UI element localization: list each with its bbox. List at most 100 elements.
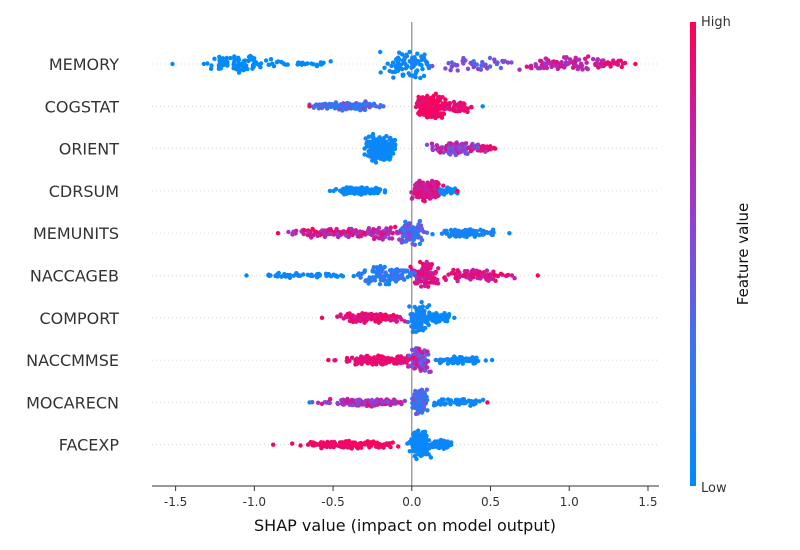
shap-point bbox=[382, 264, 387, 270]
shap-point bbox=[426, 438, 432, 443]
shap-point bbox=[528, 65, 533, 70]
shap-point bbox=[410, 329, 415, 335]
shap-point bbox=[417, 391, 423, 396]
colorbar bbox=[690, 22, 696, 486]
shap-point bbox=[465, 66, 471, 72]
shap-point bbox=[498, 271, 504, 276]
shap-point bbox=[335, 400, 340, 406]
shap-point bbox=[465, 109, 470, 115]
shap-point bbox=[382, 65, 387, 71]
shap-point bbox=[598, 61, 603, 66]
shap-point bbox=[363, 278, 369, 283]
shap-point bbox=[430, 63, 435, 69]
shap-point bbox=[413, 234, 418, 240]
shap-point bbox=[378, 49, 383, 55]
shap-point bbox=[415, 310, 421, 315]
shap-point bbox=[535, 273, 540, 278]
shap-point bbox=[402, 319, 407, 324]
shap-point bbox=[325, 102, 330, 108]
shap-point bbox=[407, 271, 413, 276]
shap-point bbox=[306, 230, 311, 235]
shap-point bbox=[365, 402, 370, 407]
shap-point bbox=[217, 58, 222, 63]
shap-point bbox=[377, 136, 382, 141]
shap-point bbox=[411, 397, 416, 402]
shap-point bbox=[327, 188, 333, 194]
shap-point bbox=[399, 240, 404, 245]
shap-point bbox=[402, 398, 407, 404]
colorbar-high-label: High bbox=[701, 15, 731, 30]
shap-point bbox=[425, 93, 430, 99]
shap-point bbox=[370, 142, 376, 147]
shap-point bbox=[448, 68, 453, 73]
shap-point bbox=[455, 68, 460, 73]
shap-point bbox=[268, 57, 274, 62]
shap-point bbox=[308, 440, 313, 445]
shap-point bbox=[419, 349, 424, 355]
shap-point bbox=[422, 429, 428, 434]
shap-point bbox=[355, 272, 360, 277]
shap-point bbox=[438, 357, 443, 362]
shap-point bbox=[384, 147, 390, 152]
shap-point bbox=[416, 325, 421, 330]
shap-point bbox=[378, 265, 383, 271]
shap-point bbox=[332, 106, 338, 111]
shap-point bbox=[408, 363, 413, 369]
shap-point bbox=[610, 61, 616, 66]
shap-point bbox=[419, 299, 424, 305]
shap-point bbox=[339, 230, 344, 235]
shap-point bbox=[394, 229, 399, 235]
shap-point bbox=[374, 265, 380, 270]
shap-point bbox=[357, 234, 362, 239]
shap-point bbox=[320, 228, 325, 233]
shap-point bbox=[419, 450, 424, 456]
shap-point bbox=[362, 320, 367, 325]
shap-point bbox=[449, 271, 454, 276]
shap-point bbox=[553, 63, 558, 68]
shap-point bbox=[420, 446, 425, 452]
shap-point bbox=[477, 270, 483, 275]
shap-point bbox=[410, 311, 415, 317]
shap-point bbox=[291, 229, 296, 234]
shap-point bbox=[394, 358, 399, 363]
shap-point bbox=[423, 316, 428, 321]
shap-point bbox=[403, 239, 409, 244]
shap-point bbox=[430, 312, 436, 317]
shap-point bbox=[425, 349, 430, 354]
shap-point bbox=[434, 143, 439, 148]
shap-point bbox=[403, 224, 408, 229]
shap-point bbox=[443, 66, 448, 71]
shap-point bbox=[426, 303, 432, 308]
shap-point bbox=[451, 150, 456, 155]
shap-point bbox=[423, 186, 428, 192]
shap-point bbox=[324, 273, 329, 279]
shap-point bbox=[209, 63, 214, 68]
shap-point bbox=[205, 61, 210, 66]
shap-point bbox=[573, 55, 578, 60]
x-tick-label: -1.0 bbox=[243, 495, 266, 509]
shap-point bbox=[399, 52, 405, 57]
shap-point bbox=[387, 157, 392, 162]
shap-point bbox=[418, 100, 423, 106]
shap-points bbox=[170, 49, 638, 462]
shap-point bbox=[237, 62, 243, 68]
x-axis-title: SHAP value (impact on model output) bbox=[254, 516, 556, 535]
shap-point bbox=[579, 63, 585, 68]
shap-point bbox=[344, 315, 349, 320]
shap-point bbox=[350, 440, 355, 445]
shap-point bbox=[364, 140, 369, 145]
shap-point bbox=[388, 277, 393, 282]
shap-point bbox=[538, 58, 543, 63]
shap-point bbox=[439, 115, 445, 120]
shap-point bbox=[378, 145, 383, 150]
shap-point bbox=[480, 397, 486, 402]
shap-point bbox=[506, 272, 511, 278]
shap-point bbox=[386, 227, 391, 233]
shap-point bbox=[384, 359, 389, 364]
shap-point bbox=[474, 62, 479, 67]
feature-label: NACCAGEB bbox=[30, 267, 119, 286]
shap-point bbox=[509, 60, 514, 65]
shap-point bbox=[468, 227, 473, 232]
shap-point bbox=[413, 388, 418, 394]
shap-point bbox=[414, 182, 419, 187]
